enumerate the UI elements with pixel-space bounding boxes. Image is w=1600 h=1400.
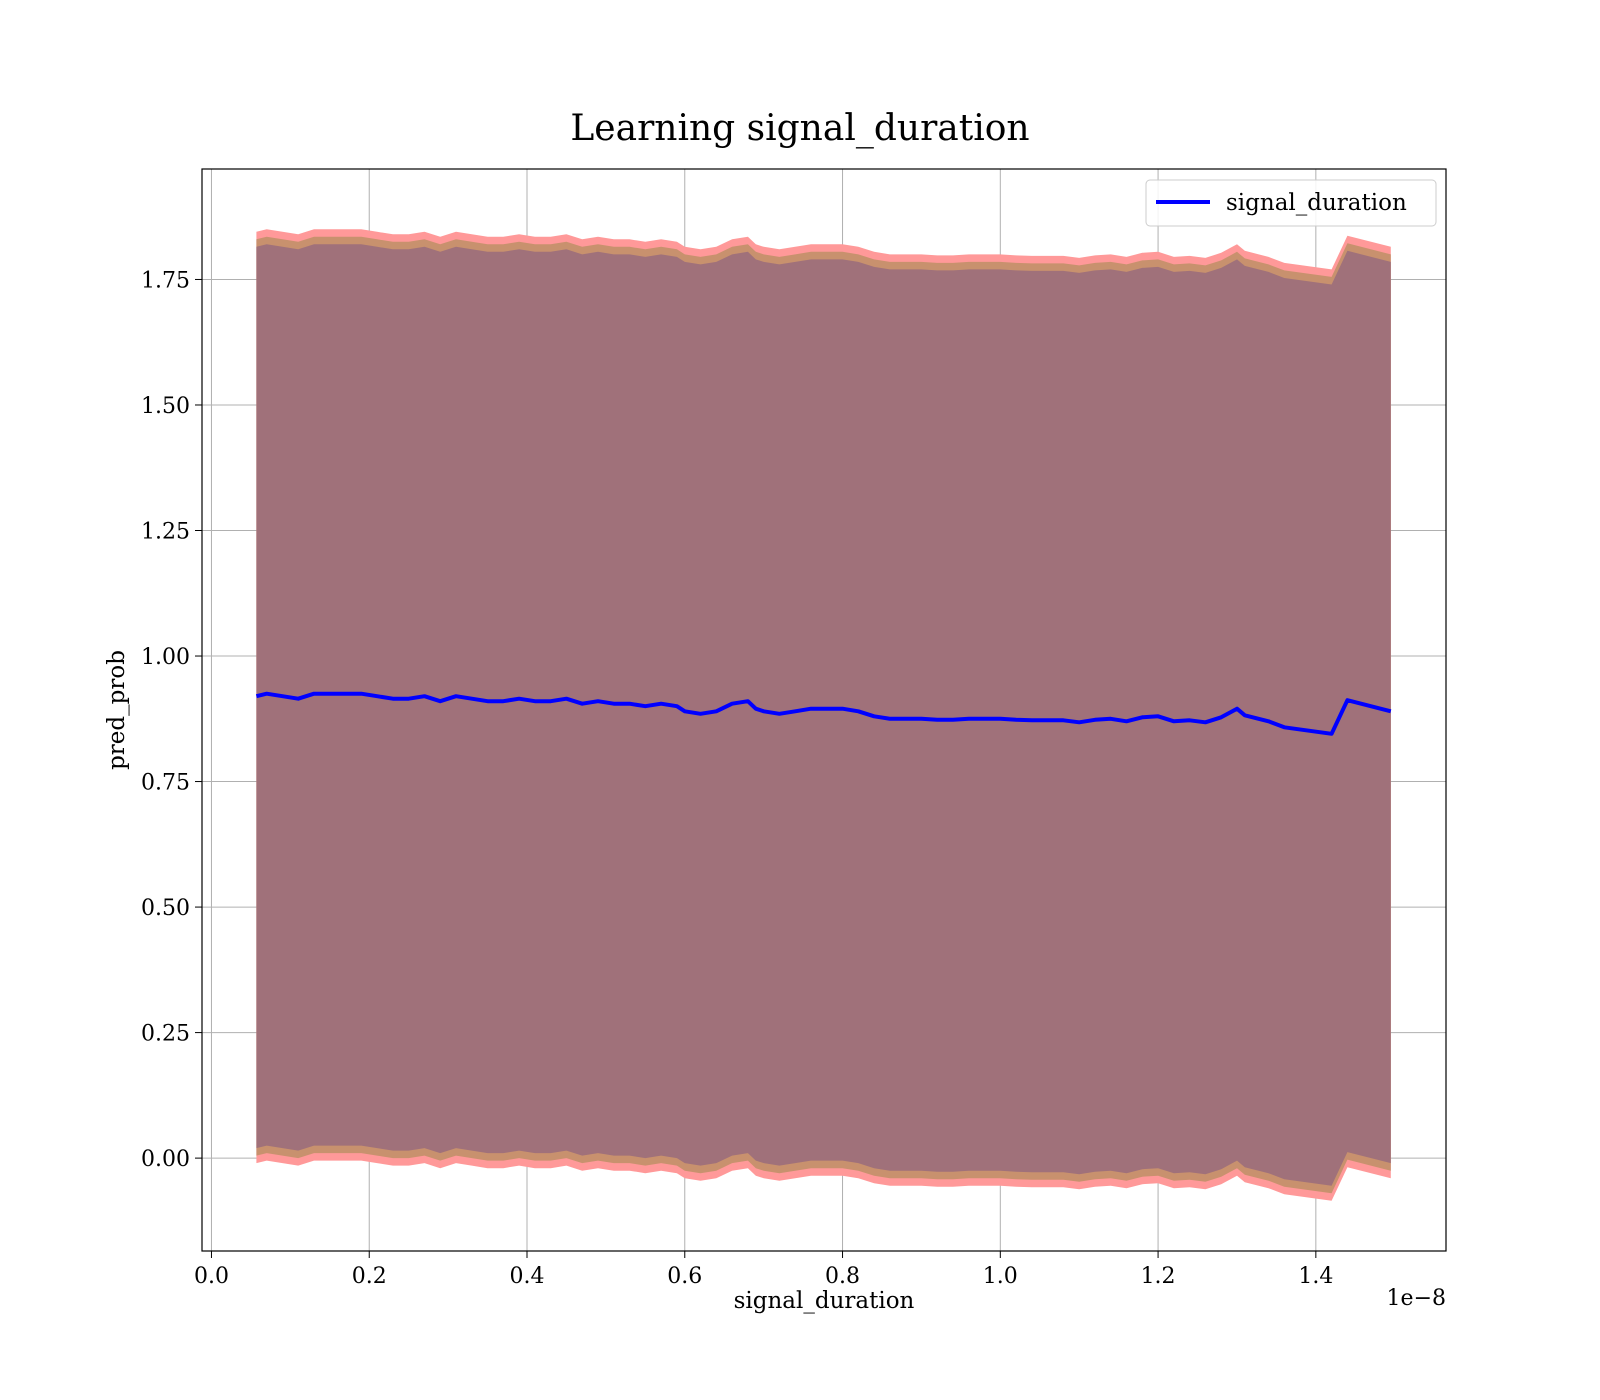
chart-title: Learning signal_duration [570,108,1029,149]
legend-label: signal_duration [1226,190,1407,216]
band-inner [256,244,1391,1186]
y-tick-label: 0.25 [141,1022,190,1047]
y-axis-label: pred_prob [104,650,130,770]
y-tick-label: 1.00 [141,645,190,670]
x-tick-label: 0.8 [825,1264,860,1289]
plot-frame [201,168,1447,1252]
x-tick-label: 0.2 [352,1264,387,1289]
series-line-signal_duration [255,691,1392,736]
series-lines [255,691,1392,736]
x-tick-label: 1.0 [983,1264,1018,1289]
x-axis-label: signal_duration [734,1288,915,1314]
x-axis-offset-label: 1e−8 [1387,1286,1446,1311]
x-tick-label: 0.0 [194,1264,229,1289]
x-tick-label: 1.2 [1141,1264,1176,1289]
confidence-bands [256,229,1391,1201]
x-tick-label: 1.4 [1298,1264,1333,1289]
y-tick-label: 0.50 [141,896,190,921]
y-tick-label: 0.75 [141,771,190,796]
legend-box [1145,179,1437,227]
legend: signal_duration [1145,179,1437,227]
x-tick-label: 0.4 [510,1264,545,1289]
y-tick-label: 0.00 [141,1147,190,1172]
y-tick-label: 1.50 [141,394,190,419]
x-tick-label: 0.6 [667,1264,702,1289]
y-axis-ticks: 0.00 0.25 0.50 0.75 1.00 1.25 1.50 1.75 [141,268,202,1172]
x-axis-ticks: 0.0 0.2 0.4 0.6 0.8 1.0 1.2 1.4 [194,1251,1333,1289]
y-tick-label: 1.25 [141,520,190,545]
y-tick-label: 1.75 [141,268,190,293]
